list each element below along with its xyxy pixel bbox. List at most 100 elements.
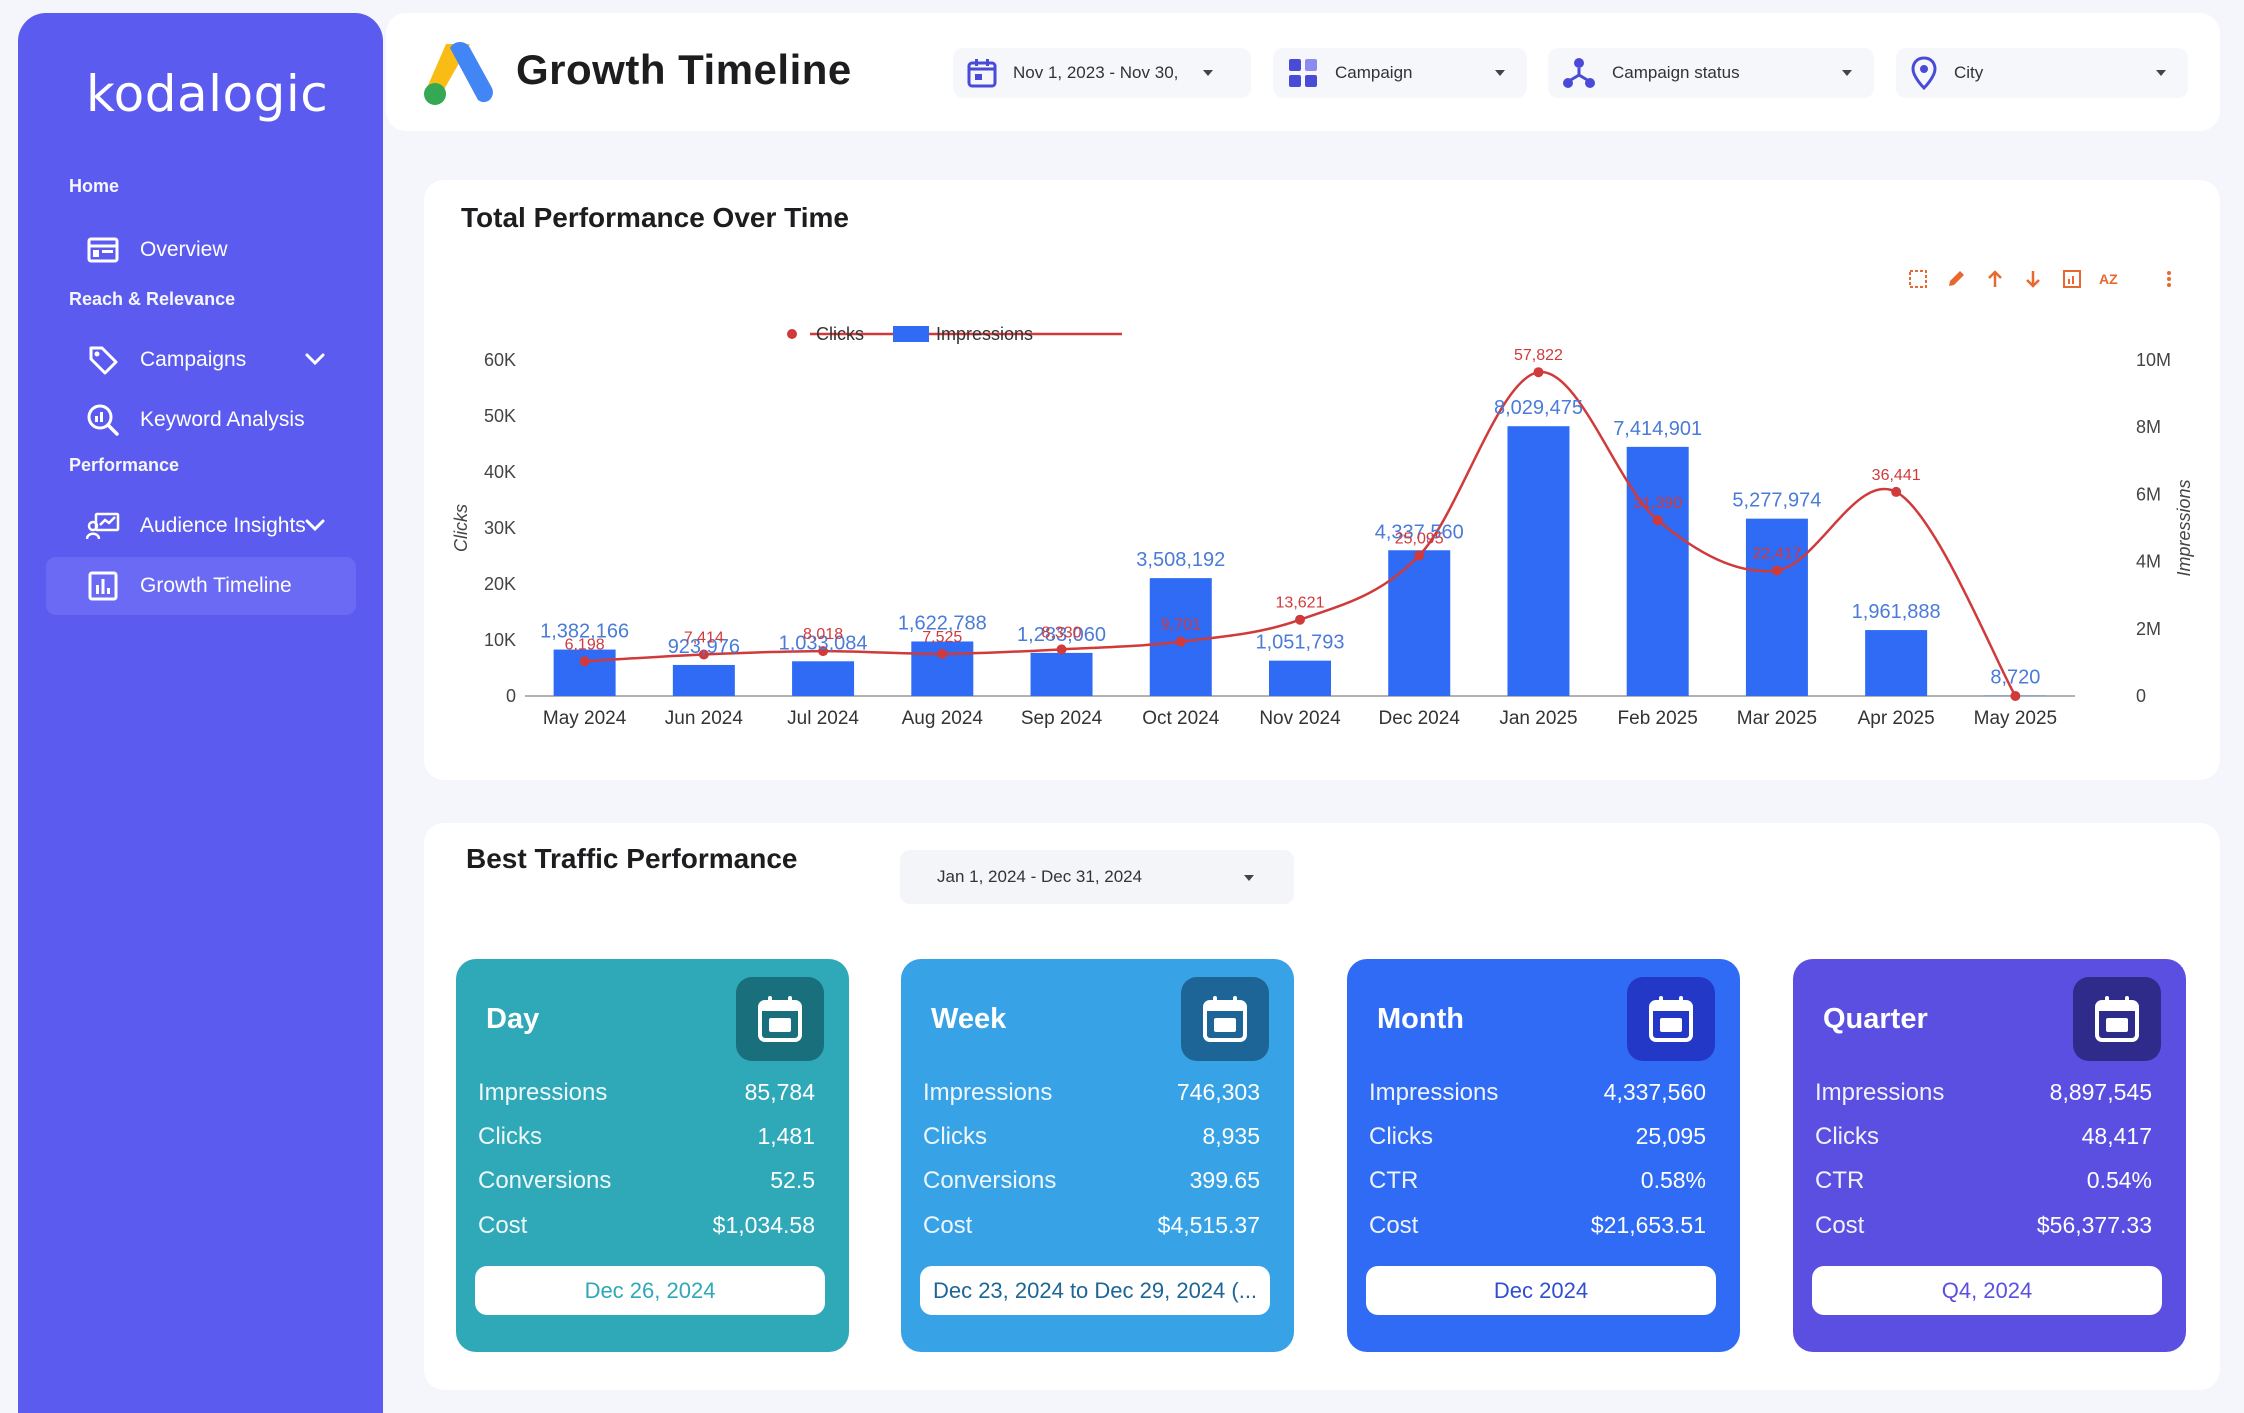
y-tick-label: 20K [484,574,516,594]
metric-value: $1,034.58 [713,1212,815,1240]
clicks-point [1176,637,1186,647]
tile-title: Quarter [1823,1003,1928,1036]
section-label-home: Home [69,176,119,197]
calendar-icon [967,58,997,88]
metric-row: Cost$4,515.37 [923,1212,1260,1240]
x-tick-label: Feb 2025 [1618,708,1698,729]
sidebar-item-growth-timeline[interactable]: Growth Timeline [46,557,356,615]
sort-az-icon[interactable]: AZ [2098,267,2122,291]
sidebar-item-label: Audience Insights [140,514,306,538]
google-ads-logo [420,38,496,111]
metric-value: 399.65 [1190,1167,1260,1195]
best-date-range-filter[interactable]: Jan 1, 2024 - Dec 31, 2024 [900,850,1294,904]
sidebar-item-campaigns[interactable]: Campaigns [46,331,356,389]
sidebar-item-label: Campaigns [140,348,246,372]
legend-clicks-marker [787,329,797,339]
x-tick-label: May 2025 [1974,708,2057,729]
bar-data-label: 8,029,475 [1494,397,1583,419]
x-tick-label: Oct 2024 [1142,708,1220,729]
line-data-label: 6,198 [565,636,605,653]
y-tick-label: 0 [506,686,516,706]
metric-label: CTR [1369,1167,1418,1195]
arrow-up-icon[interactable] [1983,267,2007,291]
metric-value: 746,303 [1177,1079,1260,1107]
metric-value: 4,337,560 [1604,1079,1706,1107]
tile-period-button[interactable]: Dec 23, 2024 to Dec 29, 2024 (... [920,1266,1270,1315]
legend-impressions-label: Impressions [936,324,1033,344]
tile-period-button[interactable]: Q4, 2024 [1812,1266,2162,1315]
line-data-label: 57,822 [1514,347,1563,364]
y-tick-label: 30K [484,518,516,538]
section-label-performance: Performance [69,455,179,476]
metric-value: $4,515.37 [1158,1212,1260,1240]
metric-value: 0.54% [2087,1167,2152,1195]
chevron-down-icon[interactable] [304,514,326,538]
sidebar-item-keyword-analysis[interactable]: Keyword Analysis [46,391,356,449]
metric-value: 1,481 [757,1123,815,1151]
metric-value: 8,935 [1202,1123,1260,1151]
line-data-label: 13,621 [1276,595,1325,612]
tag-icon [86,343,120,377]
date-range-filter[interactable]: Nov 1, 2023 - Nov 30, [953,48,1251,98]
x-tick-label: Nov 2024 [1259,708,1341,729]
clicks-point [1891,487,1901,497]
y-axis-title: Clicks [451,504,471,552]
bar-data-label: 8,720 [1990,667,2040,689]
more-options-icon[interactable] [2157,267,2181,291]
tile-period-button[interactable]: Dec 2024 [1366,1266,1716,1315]
calendar-icon [2073,977,2161,1061]
clicks-point [1772,565,1782,575]
brand-logo[interactable]: kodalogic [86,65,328,123]
filter-label: Nov 1, 2023 - Nov 30, [1013,63,1178,83]
filter-label: Campaign status [1612,63,1740,83]
clicks-point [580,656,590,666]
campaign-filter[interactable]: Campaign [1273,48,1527,98]
x-tick-label: Sep 2024 [1021,708,1103,729]
metric-label: Clicks [478,1123,542,1151]
y2-tick-label: 0 [2136,686,2146,706]
tile-period-button[interactable]: Dec 26, 2024 [475,1266,825,1315]
select-icon[interactable] [1906,267,1930,291]
line-data-label: 31,390 [1633,495,1682,512]
overview-icon [86,233,120,267]
bar-impressions [1865,630,1927,696]
calendar-icon [1181,977,1269,1061]
tile-title: Month [1377,1003,1464,1036]
caret-down-icon [1842,70,1852,76]
metric-label: Conversions [478,1167,611,1195]
bar-data-label: 5,277,974 [1732,490,1821,512]
metric-value: $56,377.33 [2037,1212,2152,1240]
edit-icon[interactable] [1944,267,1968,291]
x-tick-label: Apr 2025 [1858,708,1935,729]
city-filter[interactable]: City [1896,48,2188,98]
sidebar-item-overview[interactable]: Overview [46,221,356,279]
metric-value: $21,653.51 [1591,1212,1706,1240]
bar-impressions [1269,661,1331,696]
x-tick-label: Aug 2024 [902,708,984,729]
metric-label: Clicks [1815,1123,1879,1151]
bar-data-label: 1,961,888 [1852,601,1941,623]
bar-impressions [1388,550,1450,696]
audience-chart-icon [86,509,120,543]
campaign-status-filter[interactable]: Campaign status [1548,48,1874,98]
calendar-icon [736,977,824,1061]
arrow-down-icon[interactable] [2021,267,2045,291]
location-pin-icon [1910,56,1938,90]
network-icon [1562,56,1596,90]
date-range-label: Jan 1, 2024 - Dec 31, 2024 [937,867,1142,887]
chart-settings-icon[interactable] [2060,267,2084,291]
sidebar-item-audience-insights[interactable]: Audience Insights [46,497,356,555]
clicks-point [937,649,947,659]
bar-data-label: 1,051,793 [1256,632,1345,654]
x-tick-label: Jun 2024 [665,708,744,729]
metric-label: Conversions [923,1167,1056,1195]
line-data-label: 25,095 [1395,530,1444,547]
line-data-label: 7,525 [922,629,962,646]
chevron-down-icon[interactable] [304,348,326,372]
